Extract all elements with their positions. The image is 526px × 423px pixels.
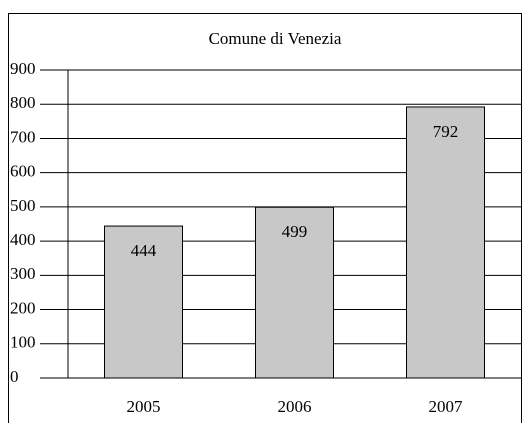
y-tick-label: 500: [10, 196, 36, 215]
chart-title: Comune di Venezia: [209, 29, 342, 48]
y-tick-label: 200: [10, 298, 36, 317]
value-label: 499: [282, 222, 308, 241]
y-tick-label: 600: [10, 162, 36, 181]
x-tick-label: 2005: [127, 397, 161, 416]
y-tick-label: 300: [10, 264, 36, 283]
y-tick-label: 700: [10, 127, 36, 146]
value-label: 444: [131, 241, 157, 260]
value-label: 792: [433, 122, 459, 141]
y-tick-label: 800: [10, 93, 36, 112]
bar: [104, 225, 183, 379]
x-tick-label: 2006: [278, 397, 312, 416]
chart-frame: [8, 13, 522, 423]
y-tick-label: 400: [10, 230, 36, 249]
y-tick-label: 900: [10, 59, 36, 78]
y-tick-label: 0: [10, 367, 19, 386]
bar: [255, 206, 334, 379]
bar: [406, 106, 485, 379]
y-tick-label: 100: [10, 333, 36, 352]
x-tick-label: 2007: [429, 397, 464, 416]
